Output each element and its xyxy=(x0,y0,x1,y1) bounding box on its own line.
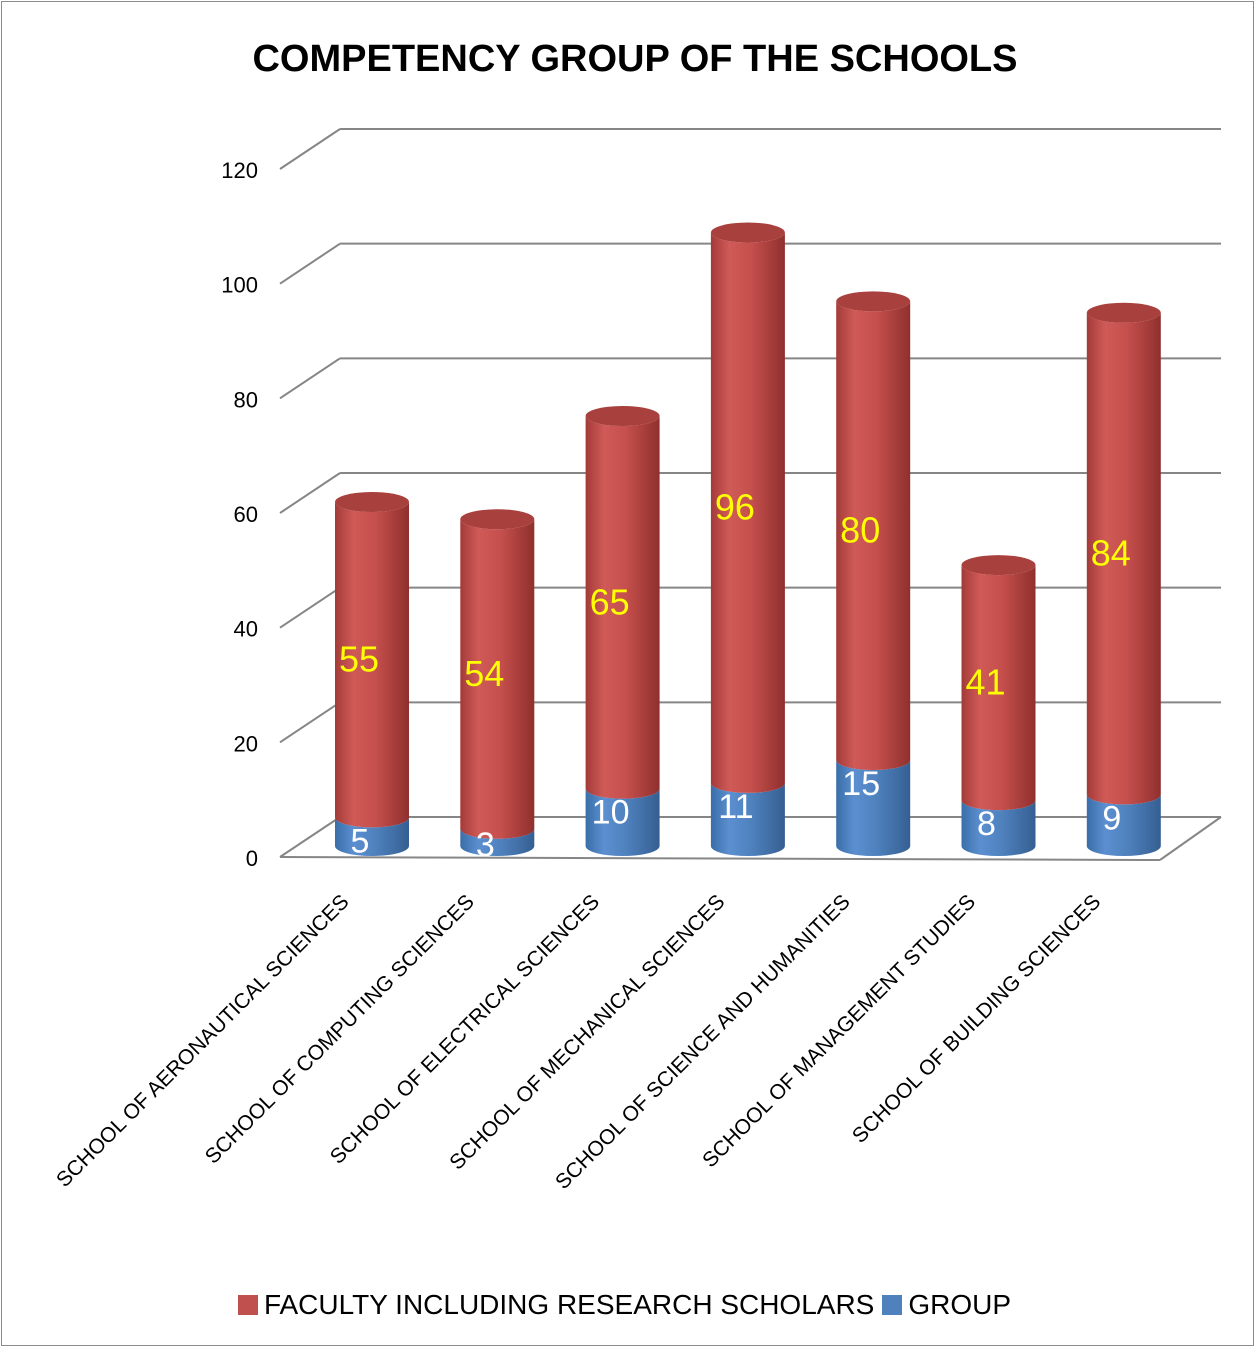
x-category-label: SCHOOL OF MECHANICAL SCIENCES xyxy=(445,890,729,1174)
data-label-faculty: 96 xyxy=(715,487,755,528)
bar-faculty-top xyxy=(585,406,660,426)
bar-faculty xyxy=(460,519,535,839)
data-label-group: 11 xyxy=(718,788,753,826)
y-tick-label: 100 xyxy=(221,273,258,298)
bar-faculty xyxy=(710,232,785,793)
data-label-group: 8 xyxy=(977,805,996,843)
gridline-side xyxy=(279,701,341,744)
y-tick-label: 120 xyxy=(221,158,258,183)
bar-faculty xyxy=(335,502,409,828)
gridline-side xyxy=(279,128,341,170)
gridline-side xyxy=(279,816,341,858)
bar-faculty xyxy=(585,416,660,799)
bar-faculty xyxy=(961,565,1036,811)
legend-swatch-group xyxy=(882,1295,903,1315)
gridline-side xyxy=(279,357,341,400)
x-category-label: SCHOOL OF SCIENCE AND HUMANITIES xyxy=(551,890,855,1194)
legend-item-group: GROUP xyxy=(882,1289,1011,1321)
bar-group xyxy=(961,800,1036,856)
data-label-faculty: 80 xyxy=(840,510,880,551)
data-label-faculty: 41 xyxy=(965,662,1005,703)
legend-label-faculty: FACULTY INCLUDING RESEARCH SCHOLARS xyxy=(263,1289,875,1320)
y-tick-label: 60 xyxy=(234,502,258,527)
bar-faculty xyxy=(836,301,911,770)
data-label-group: 5 xyxy=(351,822,370,860)
bar-faculty-top xyxy=(1086,302,1161,323)
y-tick-label: 40 xyxy=(234,617,258,642)
y-tick-label: 0 xyxy=(246,846,258,871)
x-category-label: SCHOOL OF AERONAUTICAL SCIENCES xyxy=(52,890,353,1191)
legend-label-group: GROUP xyxy=(908,1289,1012,1320)
bar-group xyxy=(460,828,535,856)
y-tick-label: 20 xyxy=(234,731,258,756)
bar-faculty-top xyxy=(335,492,409,512)
x-category-label: SCHOOL OF COMPUTING SCIENCES xyxy=(201,890,479,1168)
bar-faculty-top xyxy=(710,222,785,243)
gridline-side xyxy=(279,472,341,514)
floor-edge xyxy=(279,856,1161,861)
gridline-side xyxy=(279,242,341,285)
legend-item-faculty: FACULTY INCLUDING RESEARCH SCHOLARS xyxy=(237,1289,875,1321)
y-tick-label: 80 xyxy=(234,387,258,412)
bar-faculty-top xyxy=(961,555,1036,576)
data-label-faculty: 55 xyxy=(339,639,379,680)
data-label-group: 10 xyxy=(592,794,630,832)
x-category-label: SCHOOL OF MANAGEMENT STUDIES xyxy=(698,890,980,1172)
bar-faculty-top xyxy=(836,291,911,312)
bar-group xyxy=(335,817,409,856)
bar-faculty-top xyxy=(460,509,535,530)
chart-title: COMPETENCY GROUP OF THE SCHOOLS xyxy=(252,38,1018,80)
gridline-side xyxy=(279,586,341,629)
x-category-label: SCHOOL OF ELECTRICAL SCIENCES xyxy=(326,890,604,1168)
floor-side-edge xyxy=(1159,816,1222,861)
data-label-group: 9 xyxy=(1102,799,1121,837)
data-label-group: 3 xyxy=(476,826,495,864)
data-label-faculty: 54 xyxy=(464,653,504,694)
data-label-faculty: 84 xyxy=(1091,533,1131,574)
legend-swatch-faculty xyxy=(237,1295,258,1315)
bar-group xyxy=(585,788,660,856)
legend: FACULTY INCLUDING RESEARCH SCHOLARS GROU… xyxy=(0,1289,1257,1321)
data-label-faculty: 65 xyxy=(590,581,630,622)
bar-group xyxy=(1086,794,1161,856)
bar-group xyxy=(836,760,911,856)
x-category-label: SCHOOL OF BUILDING SCIENCES xyxy=(848,890,1105,1147)
data-label-group: 15 xyxy=(842,765,880,803)
bar-group xyxy=(710,782,785,856)
bar-faculty xyxy=(1086,312,1161,805)
